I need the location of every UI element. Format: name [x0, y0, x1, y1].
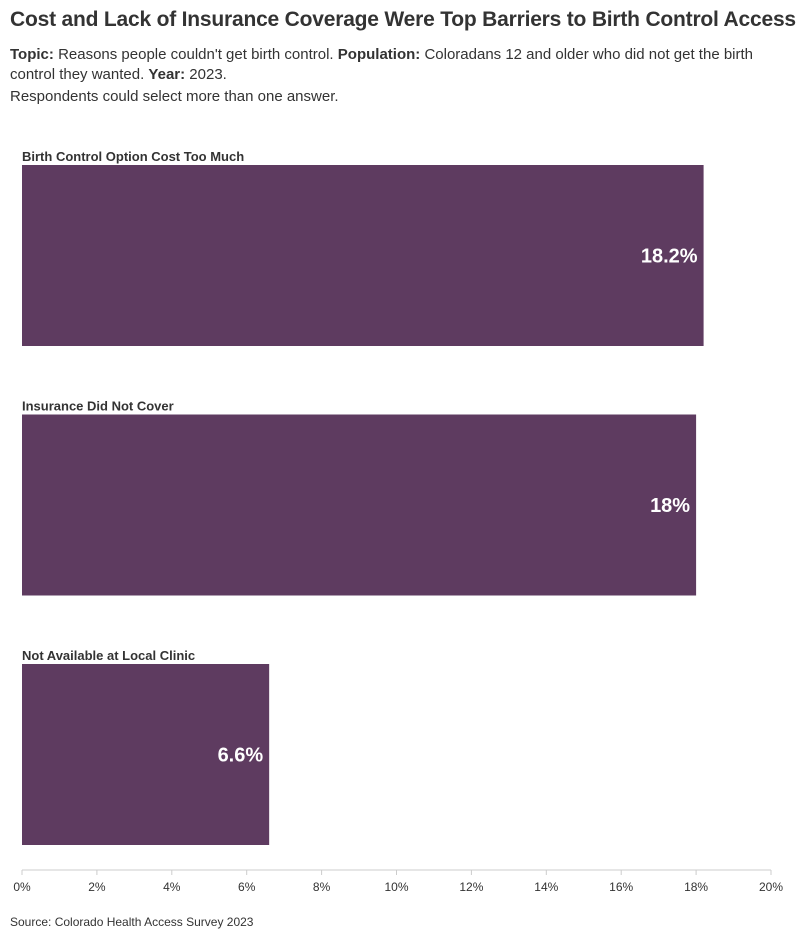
chart-title: Cost and Lack of Insurance Coverage Were…: [10, 8, 796, 31]
x-tick-label: 14%: [534, 880, 558, 894]
x-tick-label: 6%: [238, 880, 256, 894]
topic-text: Reasons people couldn't get birth contro…: [58, 46, 334, 63]
x-tick-label: 16%: [609, 880, 633, 894]
year-text: 2023.: [189, 66, 227, 83]
x-tick-label: 4%: [163, 880, 181, 894]
x-tick-label: 10%: [384, 880, 408, 894]
category-label: Insurance Did Not Cover: [22, 399, 174, 414]
x-tick-label: 20%: [759, 880, 783, 894]
chart-subtitle: Topic: Reasons people couldn't get birth…: [10, 45, 780, 85]
x-tick-label: 12%: [459, 880, 483, 894]
x-tick-label: 18%: [684, 880, 708, 894]
population-text: Coloradans 12 and older who did not get …: [10, 46, 754, 83]
data-label: 18%: [650, 495, 690, 517]
bar: [22, 414, 697, 596]
x-tick-label: 0%: [13, 880, 31, 894]
x-tick-label: 8%: [313, 880, 331, 894]
source-note: Source: Colorado Health Access Survey 20…: [10, 915, 254, 929]
topic-label: Topic:: [10, 46, 54, 63]
population-label: Population:: [337, 46, 421, 63]
chart-note: Respondents could select more than one a…: [10, 88, 339, 105]
category-label: Birth Control Option Cost Too Much: [22, 149, 244, 164]
data-label: 6.6%: [218, 745, 264, 767]
bar: [22, 165, 704, 346]
bar: [22, 664, 270, 845]
category-label: Not Available at Local Clinic: [22, 648, 195, 663]
year-label: Year:: [148, 66, 186, 83]
data-label: 18.2%: [641, 246, 698, 268]
x-tick-label: 2%: [88, 880, 106, 894]
